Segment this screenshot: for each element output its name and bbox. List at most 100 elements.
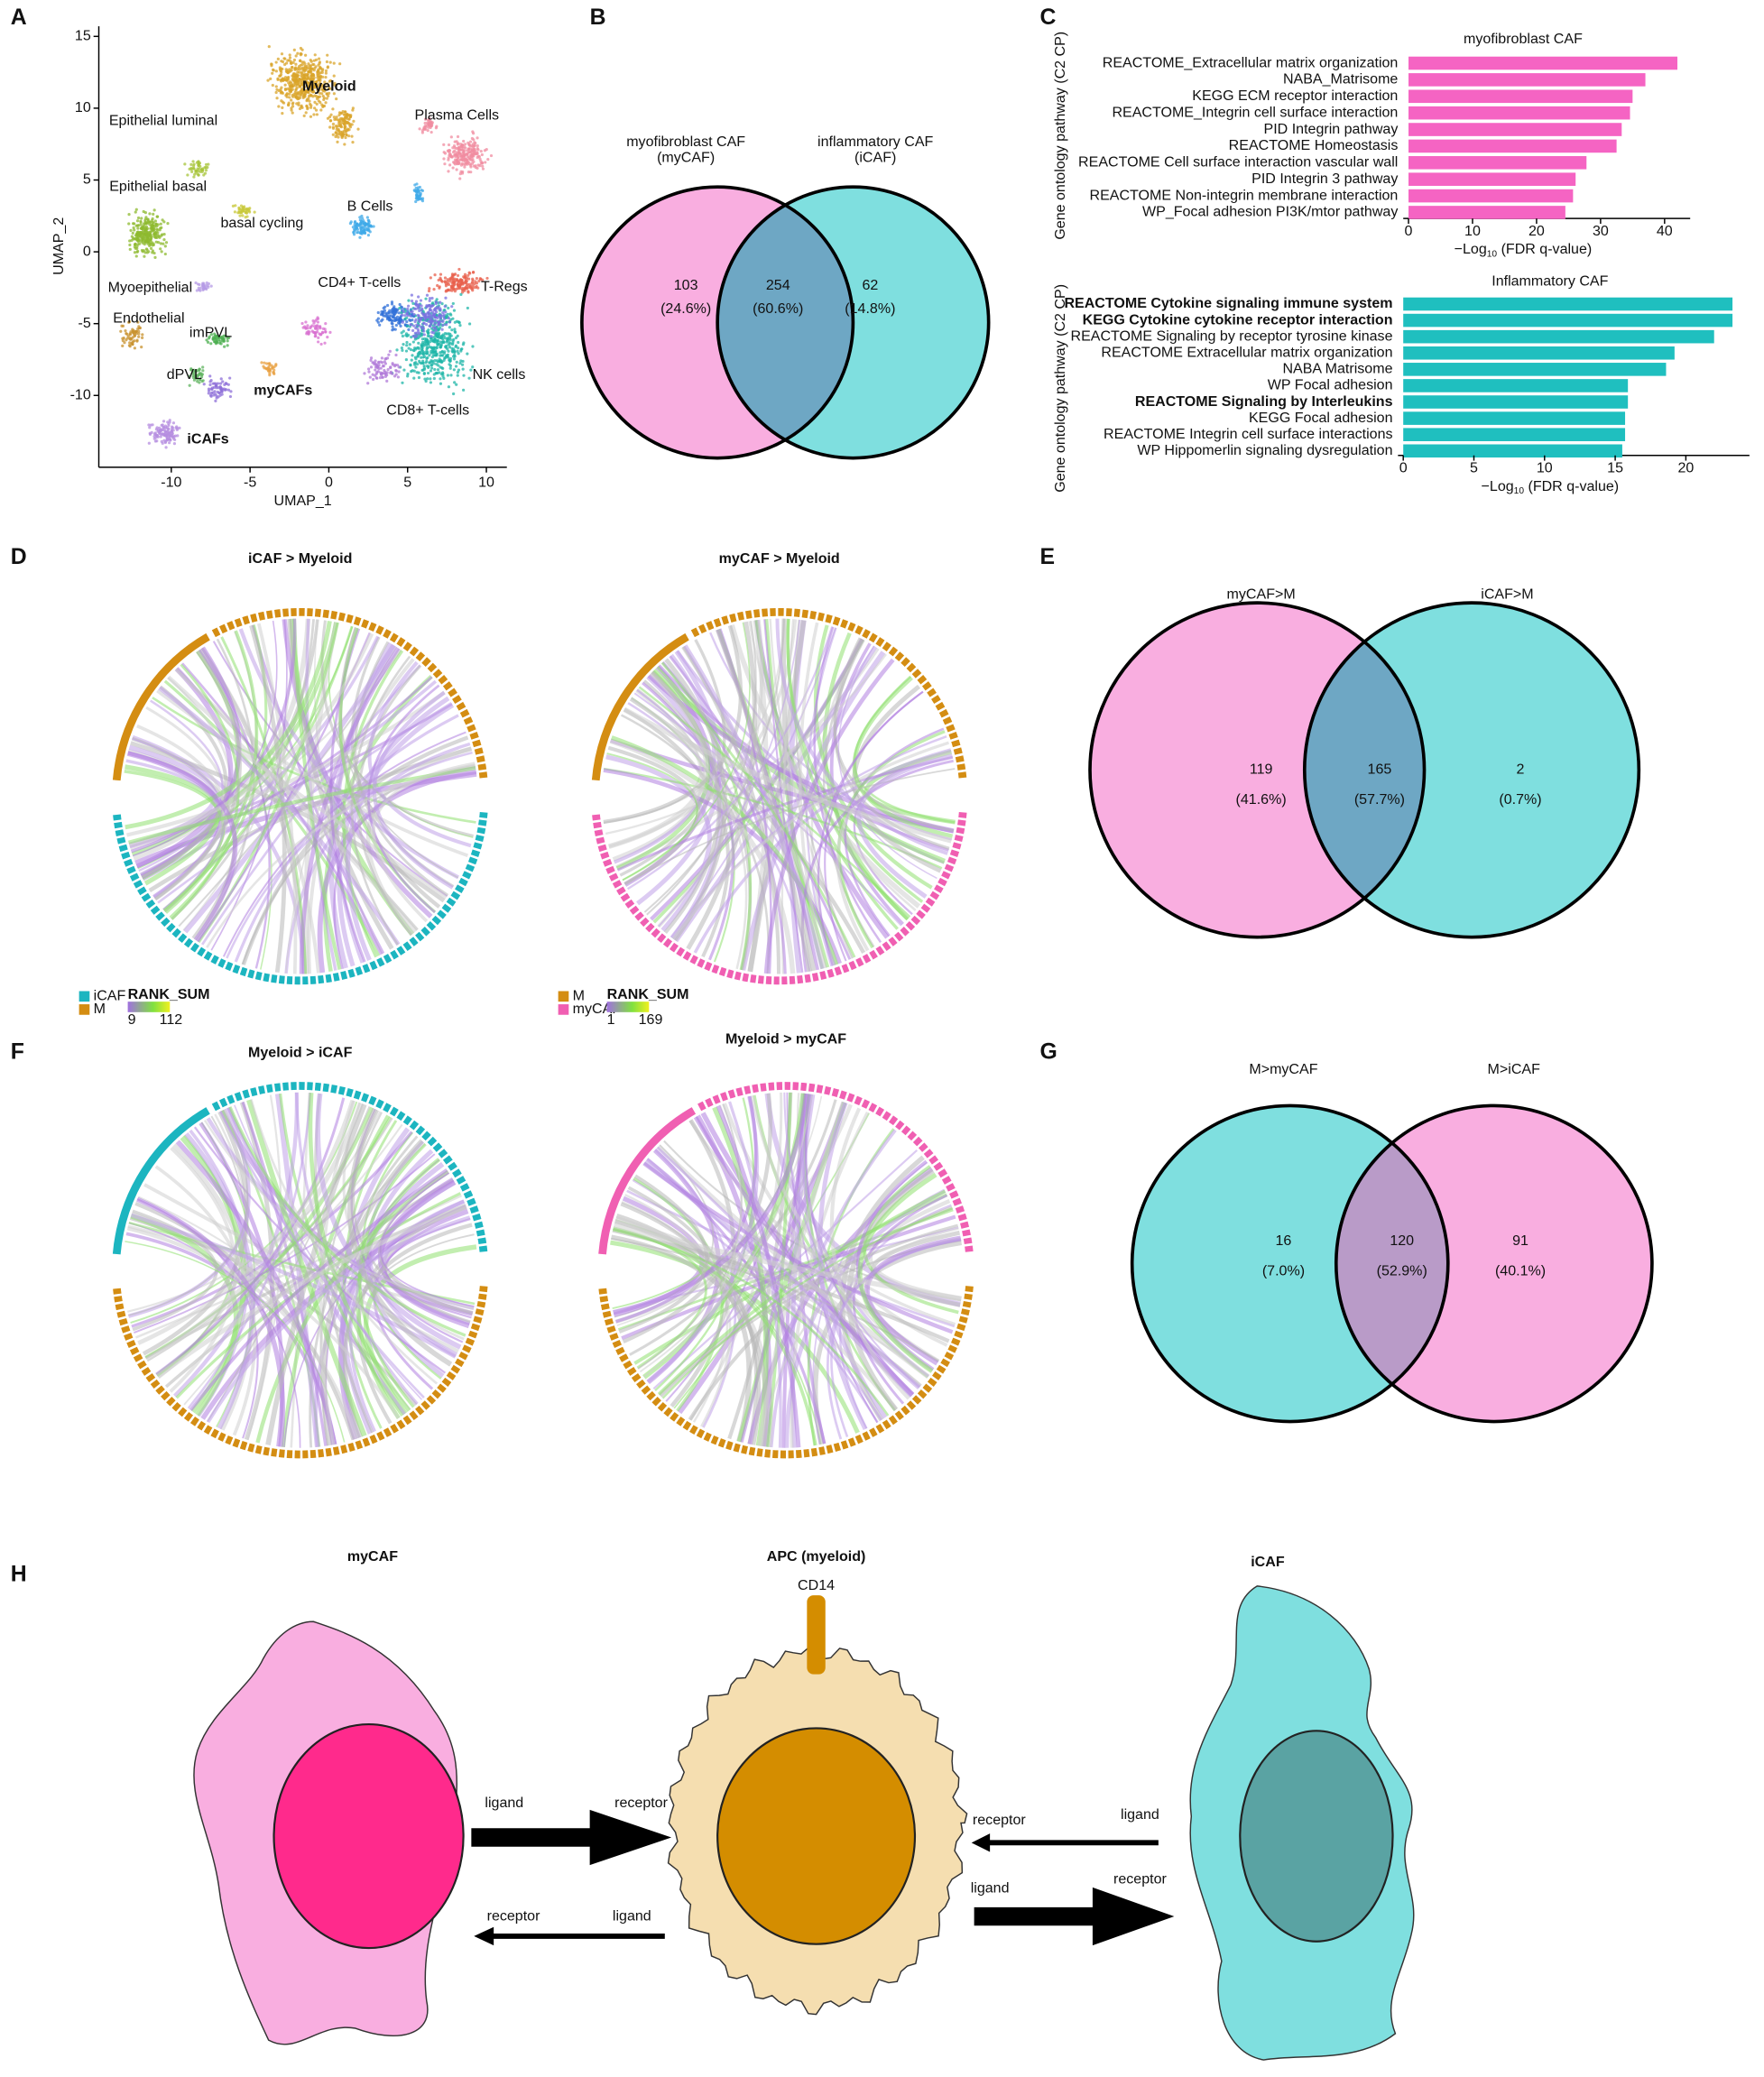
cell-point xyxy=(380,319,383,323)
cell-point xyxy=(309,59,312,62)
cell-point xyxy=(457,321,461,325)
x-tick-label: 10 xyxy=(1464,223,1481,239)
cell-point xyxy=(300,63,304,67)
cell-point xyxy=(202,173,206,177)
cell-point xyxy=(402,329,405,333)
cell-point xyxy=(411,328,415,332)
chord-sector xyxy=(442,1155,453,1165)
chord-sector xyxy=(448,1161,457,1171)
cell-point xyxy=(385,374,389,377)
venn-outline xyxy=(716,185,991,460)
chord-sector xyxy=(963,1237,973,1245)
chord-link xyxy=(605,754,712,932)
cell-point xyxy=(314,108,319,112)
cell-point xyxy=(331,107,335,111)
bar xyxy=(1403,395,1629,409)
cell-point xyxy=(209,342,213,346)
cell-point xyxy=(297,70,301,74)
chord-sector xyxy=(203,1425,213,1435)
cell-point xyxy=(211,391,215,394)
cell-point xyxy=(351,226,356,229)
cell-point xyxy=(267,44,271,49)
chord-sector xyxy=(626,1366,637,1376)
cell-point xyxy=(426,371,430,375)
cell-point xyxy=(284,68,288,71)
cell-point xyxy=(409,323,412,327)
chord-sector xyxy=(957,819,966,826)
cell-point xyxy=(309,67,312,71)
cell-point xyxy=(290,85,293,89)
cell-point xyxy=(133,245,136,249)
chord-sector xyxy=(594,829,604,836)
cell-point xyxy=(288,53,291,57)
cell-point xyxy=(414,300,419,303)
cell-point xyxy=(226,339,229,343)
cell-point xyxy=(412,349,416,353)
chord-sector xyxy=(840,619,849,629)
cell-point xyxy=(151,217,154,221)
chord-sector xyxy=(420,1400,430,1410)
cell-point xyxy=(121,337,125,340)
cell-point xyxy=(139,223,143,226)
cell-point xyxy=(294,54,298,58)
chord-sector xyxy=(114,821,123,829)
cell-point xyxy=(137,231,141,235)
cell-point xyxy=(462,341,466,345)
chord-sector xyxy=(183,1411,194,1422)
x-tick-label: 0 xyxy=(1405,223,1413,239)
chord-sector xyxy=(949,1190,959,1199)
cell-point xyxy=(381,309,385,314)
cell-point xyxy=(417,375,421,380)
cell-point xyxy=(476,148,480,152)
cell-point xyxy=(299,51,302,56)
cell-point xyxy=(152,233,156,236)
chord-sector xyxy=(875,946,885,955)
chord-sector xyxy=(957,1213,967,1222)
cell-point xyxy=(353,219,357,224)
cell-point xyxy=(429,381,433,384)
chord-sector xyxy=(911,669,922,678)
cell-point xyxy=(132,222,135,226)
cell-point xyxy=(309,84,313,88)
chord-link xyxy=(661,1207,953,1399)
cell-point xyxy=(458,324,462,328)
cell-point xyxy=(451,317,455,320)
chord-sector xyxy=(952,842,962,850)
panel-label: A xyxy=(11,5,27,30)
chord-sector xyxy=(383,1427,393,1437)
chord-sector xyxy=(848,960,857,971)
chord-sector xyxy=(834,966,843,976)
cell-point xyxy=(291,65,294,69)
cell-point xyxy=(253,210,256,214)
chord-sector xyxy=(171,1401,181,1412)
cell-point xyxy=(343,143,346,146)
chord-sector xyxy=(369,1434,378,1445)
chord-sector xyxy=(831,1087,840,1098)
cell-point xyxy=(307,91,310,95)
chord-sector xyxy=(819,971,827,980)
model-cells xyxy=(193,1585,1415,2061)
cell-point xyxy=(332,61,336,65)
chord-link xyxy=(798,622,827,969)
cluster-label: Epithelial basal xyxy=(109,178,207,194)
cell-point xyxy=(288,96,291,99)
cell-point xyxy=(134,210,137,214)
cell-point xyxy=(471,271,476,274)
cell-point xyxy=(346,113,351,116)
cell-point xyxy=(448,163,452,167)
chord-sector xyxy=(888,1115,899,1126)
cell-point xyxy=(337,122,341,125)
cell-point xyxy=(403,317,407,321)
cell-point xyxy=(162,232,166,236)
cell-point xyxy=(165,436,169,439)
arrow xyxy=(474,1926,665,1946)
venn-overlap xyxy=(1335,1105,1448,1422)
cell-point xyxy=(131,231,134,235)
cell-point xyxy=(300,321,304,326)
cell-point xyxy=(466,277,471,281)
legend-tick-label: 1 xyxy=(607,1011,615,1028)
chord-sector xyxy=(854,1095,863,1106)
cell-label: myCAF xyxy=(347,1548,398,1565)
cell-point xyxy=(153,439,157,443)
panel-label: G xyxy=(1040,1040,1057,1065)
